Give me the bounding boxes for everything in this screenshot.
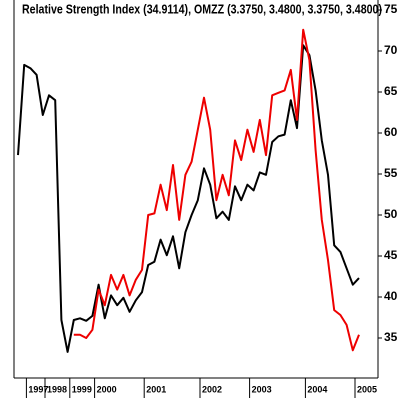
x-tick-label: 1999	[72, 384, 92, 394]
x-tick-label: 2000	[97, 384, 117, 394]
y-tick-label: 35	[384, 330, 398, 344]
y-tick-label: 70	[384, 43, 398, 57]
x-tick-label: 2003	[252, 384, 272, 394]
chart-title: Relative Strength Index (34.9114), OMZZ …	[22, 1, 382, 16]
y-tick-label: 65	[384, 84, 398, 98]
x-tick-label: 2005	[357, 384, 377, 394]
x-tick-label: 2001	[146, 384, 166, 394]
y-tick-label: 50	[384, 207, 398, 221]
y-tick-label: 75	[384, 2, 398, 16]
x-tick-label: 1997	[28, 384, 48, 394]
x-tick-label: 2002	[202, 384, 222, 394]
y-tick-label: 45	[384, 248, 398, 262]
series-line	[17, 44, 360, 353]
y-tick-label: 55	[384, 166, 398, 180]
y-tick-label: 40	[384, 289, 398, 303]
y-tick-label: 60	[384, 125, 398, 139]
series-line	[73, 28, 360, 352]
x-tick-label: 2004	[307, 384, 327, 394]
x-tick-label: 1998	[47, 384, 67, 394]
